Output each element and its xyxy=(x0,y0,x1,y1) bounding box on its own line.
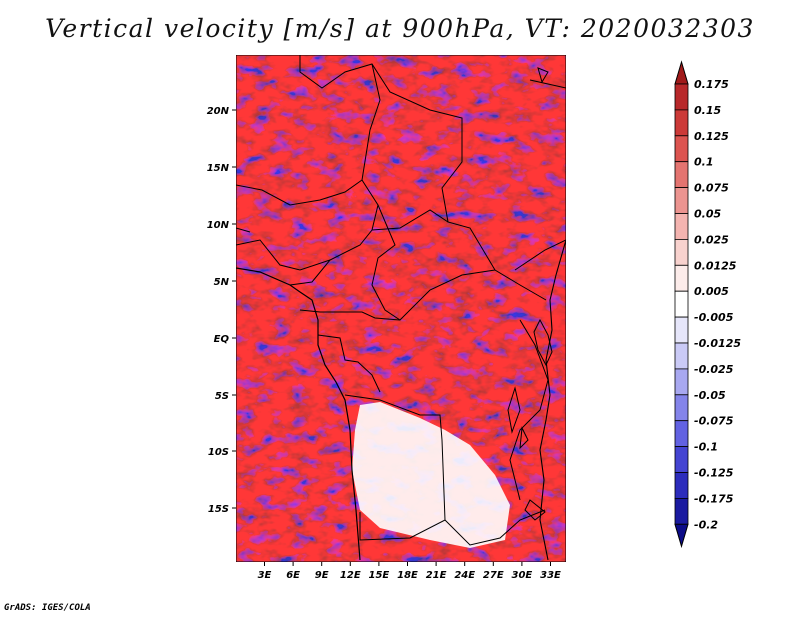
colorbar-label: -0.175 xyxy=(694,492,734,505)
colorbar-label: 0.075 xyxy=(694,182,729,195)
colorbar-label: 0.175 xyxy=(694,78,729,91)
colorbar-label: 0.005 xyxy=(694,285,729,298)
lon-label: 33E xyxy=(540,570,561,581)
colorbar-label: -0.005 xyxy=(694,311,734,324)
colorbar-top-arrow xyxy=(674,60,689,85)
coastline xyxy=(236,267,361,561)
colorbar-label: -0.0125 xyxy=(694,337,741,350)
lon-label: 15E xyxy=(369,570,390,581)
colorbar-swatch xyxy=(674,472,689,499)
colorbar-label: -0.025 xyxy=(694,363,734,376)
colorbar-swatch xyxy=(674,264,689,292)
lon-label: 24E xyxy=(454,570,475,581)
colorbar-label: -0.075 xyxy=(694,415,734,428)
colorbar-label: -0.05 xyxy=(694,389,726,402)
lon-label: 6E xyxy=(286,570,300,581)
colorbar-label: -0.125 xyxy=(694,467,734,480)
colorbar-swatch xyxy=(674,187,689,214)
colorbar-swatch xyxy=(674,316,689,344)
colorbar-swatch xyxy=(674,290,689,318)
colorbar-label: 0.125 xyxy=(694,130,729,143)
map-title: Vertical velocity [m/s] at 900hPa, VT: 2… xyxy=(45,14,755,43)
lat-label: 15N xyxy=(207,163,230,174)
latitude-axis: 20N 15N 10N 5N EQ 5S 10S 15S xyxy=(207,106,236,515)
colorbar-swatch xyxy=(674,238,689,266)
calm-region xyxy=(352,402,510,548)
colorbar-swatch xyxy=(674,213,689,240)
lon-label: 30E xyxy=(512,570,533,581)
colorbar-swatch xyxy=(674,394,689,422)
lon-label: 9E xyxy=(315,570,329,581)
grads-credit: GrADS: IGES/COLA xyxy=(4,603,91,613)
lat-label: 20N xyxy=(207,106,230,117)
colorbar-swatch xyxy=(674,420,689,448)
lakes xyxy=(507,67,553,521)
colorbar-swatch xyxy=(674,342,689,370)
colorbar-bottom-arrow xyxy=(674,523,689,549)
colorbar-swatch xyxy=(674,135,689,163)
colorbar-label: 0.15 xyxy=(694,104,721,117)
lat-label: 15S xyxy=(208,504,229,515)
lat-label: 10N xyxy=(207,220,230,231)
colorbar: 0.175 0.15 0.125 0.1 0.075 0.05 0.025 0.0125 0.0… xyxy=(674,60,741,549)
colorbar-swatch xyxy=(674,368,689,396)
longitude-axis: 3E 6E 9E 12E 15E 18E 21E 24E 27E 30E 33E xyxy=(258,562,561,581)
country-borders xyxy=(236,55,566,546)
lon-label: 21E xyxy=(426,570,447,581)
lat-label: 5N xyxy=(214,277,230,288)
colorbar-label: -0.2 xyxy=(694,518,718,531)
map-panel xyxy=(236,55,566,562)
lon-label: 12E xyxy=(340,570,361,581)
east-coastline xyxy=(539,239,566,561)
colorbar-label: 0.0125 xyxy=(694,259,737,272)
colorbar-swatch xyxy=(674,161,689,188)
colorbar-swatch xyxy=(674,109,689,137)
lat-label: 10S xyxy=(208,447,229,458)
colorbar-swatch xyxy=(674,83,689,111)
lat-label: EQ xyxy=(214,334,230,345)
colorbar-label: 0.1 xyxy=(694,156,714,169)
colorbar-swatch xyxy=(674,497,689,525)
lon-label: 3E xyxy=(258,570,272,581)
colorbar-label: 0.05 xyxy=(694,208,721,221)
lon-label: 27E xyxy=(483,570,504,581)
lat-label: 5S xyxy=(215,391,229,402)
colorbar-swatch xyxy=(674,446,689,473)
colorbar-label: 0.025 xyxy=(694,233,729,246)
colorbar-label: -0.1 xyxy=(694,441,718,454)
lon-label: 18E xyxy=(397,570,418,581)
